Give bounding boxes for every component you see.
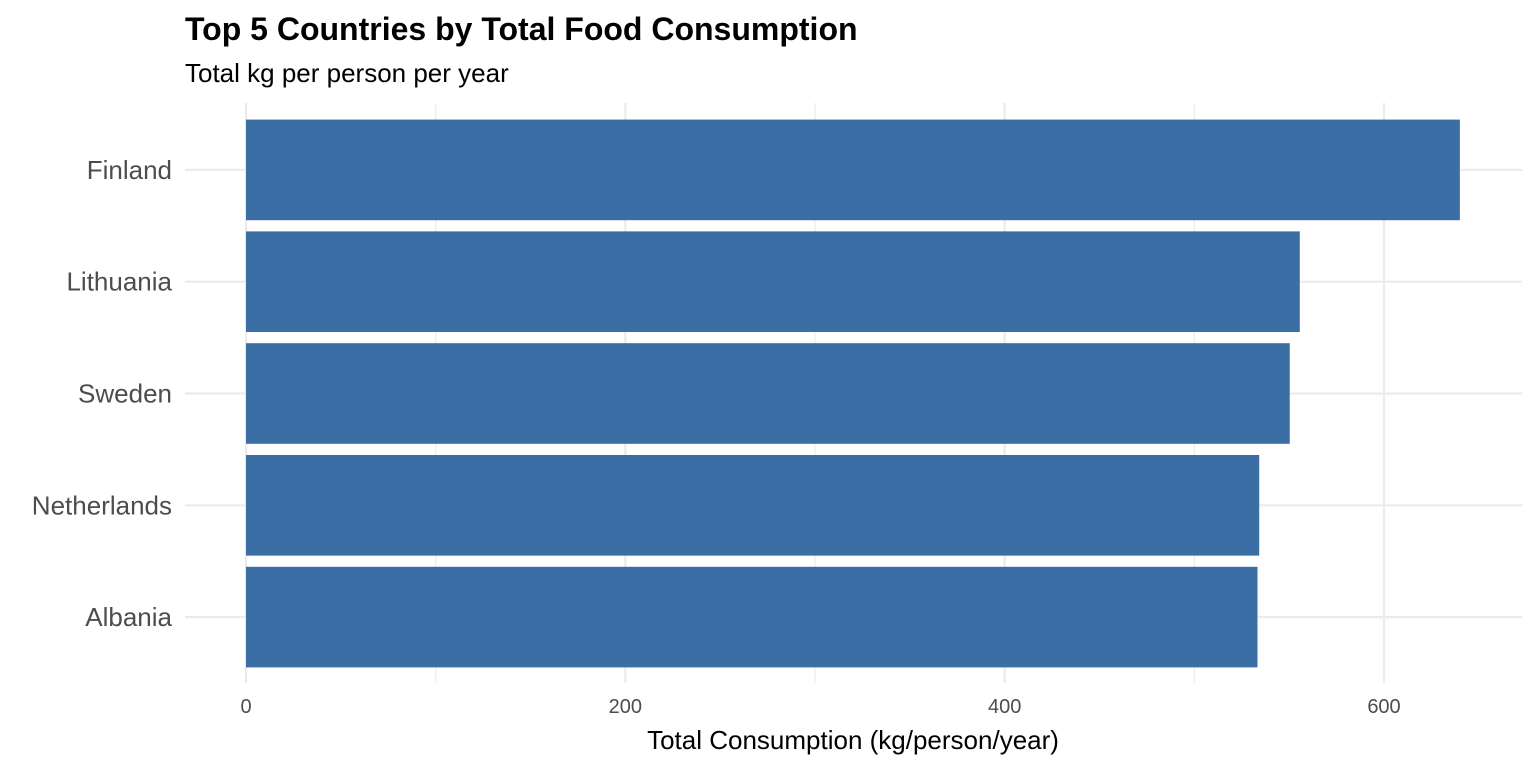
x-tick-label: 600 [1367,696,1400,718]
chart-subtitle: Total kg per person per year [185,58,509,88]
bar-lithuania [246,231,1300,333]
x-tick-label: 0 [240,696,251,718]
bar-netherlands [246,454,1260,556]
x-axis-title: Total Consumption (kg/person/year) [647,725,1059,755]
bar-finland [246,119,1460,221]
bar-sweden [246,343,1290,444]
bars [246,119,1460,668]
category-label: Sweden [78,379,172,409]
chart-title: Top 5 Countries by Total Food Consumptio… [185,11,858,47]
bar-albania [246,566,1258,668]
x-tick-labels: 0 200 400 600 [240,696,1400,718]
category-label: Finland [87,155,172,185]
category-label: Netherlands [32,490,172,520]
category-label: Lithuania [66,267,172,297]
x-tick-label: 400 [988,696,1021,718]
category-label: Albania [85,602,172,632]
category-labels: Finland Lithuania Sweden Netherlands Albania [32,155,173,632]
x-tick-label: 200 [609,696,642,718]
